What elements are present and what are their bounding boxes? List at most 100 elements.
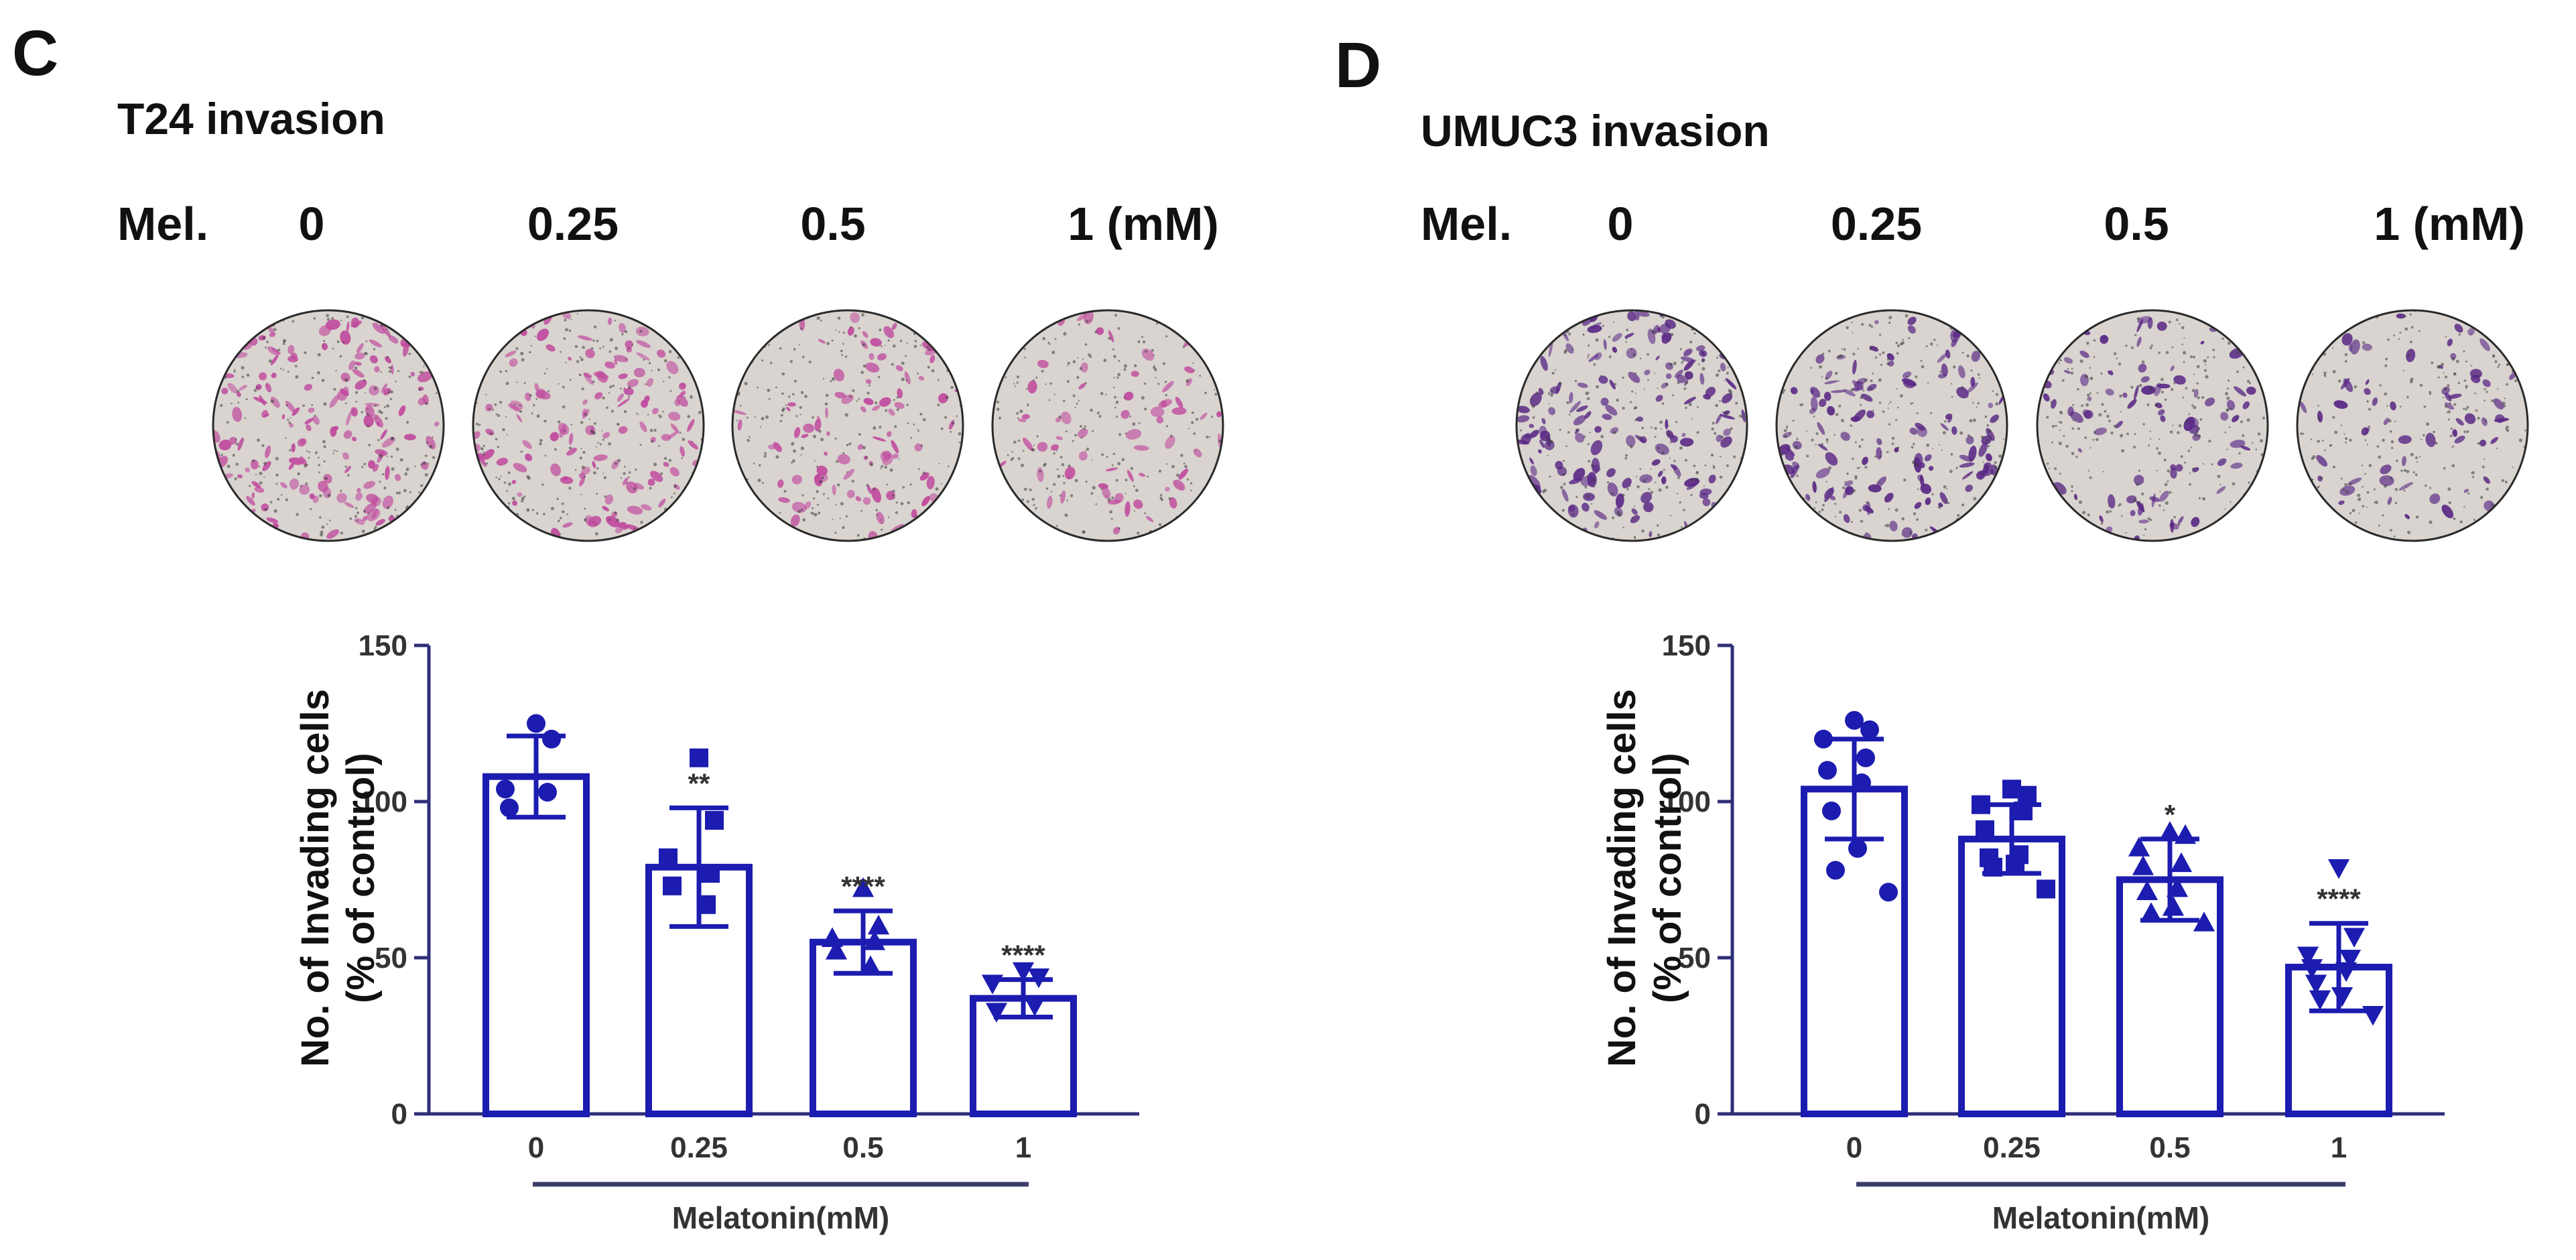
bar-chart: 0 50 100 150 No. of Invading cells(% of cont…: [294, 629, 1139, 1235]
well-images: [1515, 309, 2529, 542]
y-axis-title: No. of Invading cells(% of control): [1600, 689, 1689, 1067]
data-point: [981, 974, 1004, 995]
data-point: [1818, 761, 1837, 780]
x-tick-label-3: 1: [2331, 1131, 2347, 1164]
panel-letter: D: [1335, 29, 1381, 101]
data-point: [852, 877, 875, 897]
panel-d: D UMUC3 invasion Mel. 0 0.25 0.5 1 (mM) …: [1335, 29, 2529, 1235]
data-point: [1027, 968, 1050, 989]
data-point: [690, 748, 708, 767]
data-point: [2002, 779, 2021, 799]
data-point: [2297, 946, 2319, 966]
data-point: [538, 783, 557, 802]
data-point: [863, 930, 886, 950]
y-tick-label: 100: [1662, 785, 1711, 818]
data-point: [859, 955, 882, 975]
x-tick-label-2: 0.5: [842, 1131, 883, 1164]
significance-label-2: ****: [841, 871, 885, 902]
data-point: [1856, 748, 1875, 767]
data-point: [705, 810, 724, 830]
dose-label-0: 0: [1608, 198, 1634, 250]
x-tick-label-0: 0: [528, 1131, 544, 1164]
error-bar-0: [1807, 737, 1901, 842]
panel-letter: C: [12, 17, 58, 89]
data-point: [2162, 895, 2185, 916]
dose-label-2: 0.5: [800, 198, 865, 250]
dose-header: Mel. 0 0.25 0.5 1 (mM): [1421, 198, 2525, 250]
data-point: [2136, 880, 2159, 901]
dose-label-1: 0.25: [1831, 198, 1922, 250]
significance-label-3: ****: [2317, 883, 2361, 915]
well-image-1: [472, 309, 705, 542]
data-point: [2128, 836, 2150, 857]
data-point: [1023, 997, 1046, 1017]
y-tick-label: 0: [391, 1098, 407, 1131]
panel-title: UMUC3 invasion: [1421, 106, 1770, 155]
data-point: [1822, 801, 1841, 820]
data-point: [2335, 962, 2358, 983]
data-point: [1976, 820, 1994, 839]
dose-label-1: 0.25: [527, 198, 619, 250]
well-images: [212, 309, 1224, 542]
x-tick-label-0: 0: [1846, 1131, 1862, 1164]
data-point: [1879, 883, 1898, 902]
data-point: [2170, 852, 2193, 873]
y-axis-title-line: No. of Invading cells: [294, 689, 337, 1067]
well-image-0: [212, 309, 445, 542]
well-image-2: [2036, 309, 2269, 542]
data-point: [1972, 795, 1990, 814]
well-image-2: [731, 309, 964, 542]
data-point: [1848, 838, 1867, 858]
data-point: [1814, 729, 1833, 749]
data-point: [2174, 824, 2197, 844]
y-axis-title-line: (% of control): [1646, 753, 1689, 1003]
well-image-0: [1515, 309, 1748, 542]
data-point: [527, 714, 545, 733]
data-point: [2014, 801, 2033, 820]
data-point: [2331, 987, 2354, 1007]
bar-chart: 0 50 100 150 No. of Invading cells(% of cont…: [1600, 629, 2445, 1235]
data-point: [2018, 785, 2037, 805]
x-tick-label-1: 0.25: [1983, 1131, 2041, 1164]
x-axis-title: Melatonin(mM): [672, 1200, 890, 1235]
data-point: [2305, 974, 2327, 995]
y-tick-label: 50: [1678, 942, 1711, 974]
y-tick-label: 150: [1662, 629, 1711, 662]
data-point: [697, 895, 716, 914]
x-tick-label-1: 0.25: [670, 1131, 728, 1164]
data-point: [1852, 773, 1871, 793]
data-point: [659, 848, 678, 867]
data-point: [1984, 857, 2002, 877]
data-point: [821, 927, 844, 947]
y-tick-label: 0: [1695, 1098, 1711, 1131]
well-image-3: [2296, 309, 2529, 542]
data-point: [542, 729, 561, 749]
mel-label: Mel.: [117, 198, 208, 250]
data-point: [867, 914, 890, 935]
data-point: [1845, 710, 1864, 730]
y-tick-label: 100: [359, 785, 407, 818]
data-point: [985, 1003, 1008, 1023]
data-point: [2309, 990, 2331, 1011]
bar-0: [482, 773, 590, 1117]
well-image-3: [991, 309, 1224, 542]
data-point: [663, 876, 682, 895]
data-point: [500, 798, 519, 818]
x-tick-label-3: 1: [1015, 1131, 1031, 1164]
data-point: [701, 864, 720, 883]
mel-label: Mel.: [1421, 198, 1512, 250]
well-image-1: [1775, 309, 2008, 542]
significance-label-2: *: [2165, 799, 2176, 830]
data-point: [2362, 1005, 2384, 1026]
data-point: [496, 779, 515, 799]
data-point: [2193, 911, 2215, 932]
dose-label-3: 1 (mM): [1068, 198, 1219, 250]
y-axis-title-line: No. of Invading cells: [1600, 689, 1644, 1067]
y-tick-label: 150: [359, 629, 407, 662]
data-point: [2006, 855, 2024, 874]
data-point: [1826, 861, 1845, 880]
dose-label-2: 0.5: [2104, 198, 2169, 250]
panel-title: T24 invasion: [117, 94, 385, 143]
data-point: [2327, 859, 2350, 879]
